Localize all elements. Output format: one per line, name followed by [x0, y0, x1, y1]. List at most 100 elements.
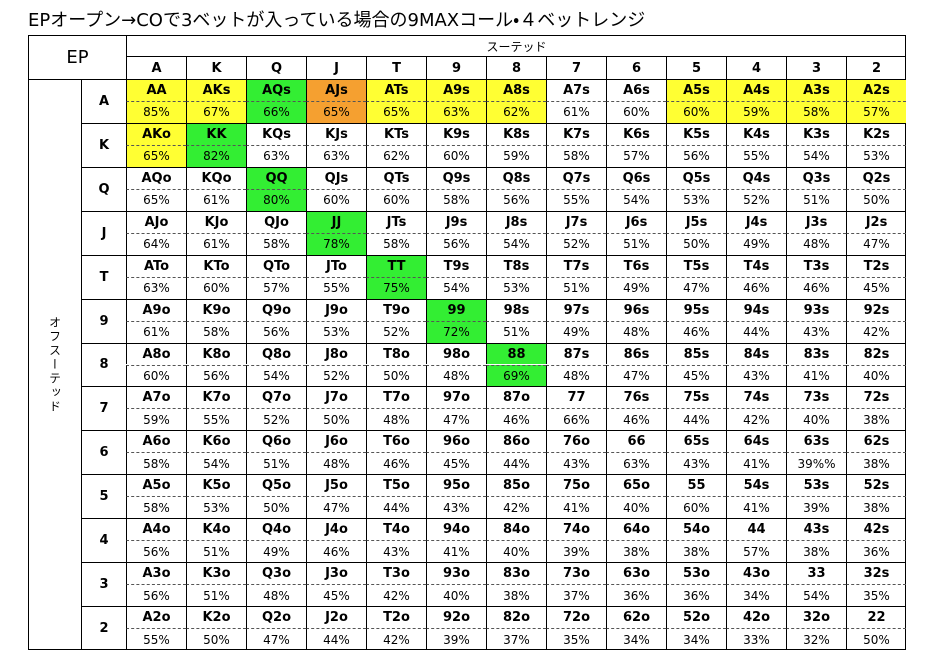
column-header: K — [186, 56, 246, 79]
hand-label: AJo — [126, 210, 186, 233]
equity-value: 45% — [306, 584, 366, 607]
equity-value: 51% — [486, 320, 546, 343]
equity-value: 53% — [486, 276, 546, 299]
equity-value: 44% — [366, 496, 426, 519]
equity-value: 49% — [726, 232, 786, 255]
hand-label: 93s — [786, 298, 846, 321]
row-header: 5 — [81, 474, 126, 519]
row-header: K — [81, 122, 126, 167]
equity-value: 53% — [186, 496, 246, 519]
hand-label: KTo — [186, 254, 246, 277]
equity-value: 61% — [186, 188, 246, 211]
hand-label: T7s — [546, 254, 606, 277]
equity-value: 78% — [306, 232, 366, 255]
hand-label: T5o — [366, 474, 426, 497]
equity-value: 57% — [246, 276, 306, 299]
hand-label: 44 — [726, 518, 786, 541]
hand-label: TT — [366, 254, 426, 277]
equity-value: 51% — [546, 276, 606, 299]
hand-label: T3s — [786, 254, 846, 277]
equity-value: 46% — [606, 408, 666, 431]
equity-value: 48% — [546, 364, 606, 387]
equity-value: 54% — [786, 584, 846, 607]
hand-label: 88 — [486, 342, 546, 365]
hand-label: 73o — [546, 562, 606, 585]
equity-value: 39% — [426, 628, 486, 650]
equity-value: 55% — [186, 408, 246, 431]
equity-value: 41% — [726, 452, 786, 475]
equity-value: 55% — [726, 144, 786, 167]
hand-label: K5s — [666, 122, 726, 145]
equity-value: 46% — [726, 276, 786, 299]
equity-value: 65% — [366, 100, 426, 123]
hand-label: Q6s — [606, 166, 666, 189]
equity-value: 41% — [726, 496, 786, 519]
equity-value: 49% — [246, 540, 306, 563]
hand-label: J7s — [546, 210, 606, 233]
equity-value: 45% — [426, 452, 486, 475]
equity-value: 61% — [186, 232, 246, 255]
equity-value: 46% — [366, 452, 426, 475]
equity-value: 56% — [426, 232, 486, 255]
hand-label: 85s — [666, 342, 726, 365]
hand-label: A3s — [786, 79, 846, 101]
equity-value: 56% — [126, 540, 186, 563]
equity-value: 56% — [246, 320, 306, 343]
equity-value: 58% — [786, 100, 846, 123]
equity-value: 59% — [486, 144, 546, 167]
equity-value: 58% — [546, 144, 606, 167]
equity-value: 52% — [306, 364, 366, 387]
hand-label: 62s — [846, 430, 906, 453]
hand-label: A6s — [606, 79, 666, 101]
hand-label: A9s — [426, 79, 486, 101]
equity-value: 49% — [606, 276, 666, 299]
equity-value: 62% — [366, 144, 426, 167]
column-group-label: スーテッド — [126, 36, 906, 56]
equity-value: 47% — [666, 276, 726, 299]
equity-value: 60% — [126, 364, 186, 387]
equity-value: 47% — [606, 364, 666, 387]
hand-label: 92s — [846, 298, 906, 321]
hand-label: 74s — [726, 386, 786, 409]
column-header: 8 — [486, 56, 546, 79]
hand-label: Q8o — [246, 342, 306, 365]
equity-value: 66% — [546, 408, 606, 431]
hand-label: K8o — [186, 342, 246, 365]
hand-label: 86o — [486, 430, 546, 453]
hand-label: T5s — [666, 254, 726, 277]
equity-value: 58% — [246, 232, 306, 255]
equity-value: 34% — [666, 628, 726, 650]
equity-value: 80% — [246, 188, 306, 211]
hand-label: 87o — [486, 386, 546, 409]
hand-label: 63o — [606, 562, 666, 585]
equity-value: 42% — [846, 320, 906, 343]
hand-label: J5s — [666, 210, 726, 233]
column-header: 5 — [666, 56, 726, 79]
equity-value: 54% — [186, 452, 246, 475]
row-group-label: オフスーテッド — [29, 79, 81, 650]
hand-label: Q5s — [666, 166, 726, 189]
equity-value: 57% — [846, 100, 906, 123]
hand-label: 53o — [666, 562, 726, 585]
row-header: J — [81, 210, 126, 255]
hand-label: K4s — [726, 122, 786, 145]
equity-value: 37% — [546, 584, 606, 607]
equity-value: 39% — [546, 540, 606, 563]
hand-label: 83s — [786, 342, 846, 365]
equity-value: 54% — [426, 276, 486, 299]
equity-value: 60% — [666, 496, 726, 519]
row-header: Q — [81, 166, 126, 211]
hand-label: J6s — [606, 210, 666, 233]
equity-value: 58% — [366, 232, 426, 255]
hand-label: 98o — [426, 342, 486, 365]
equity-value: 38% — [846, 452, 906, 475]
equity-value: 56% — [186, 364, 246, 387]
hand-label: T3o — [366, 562, 426, 585]
hand-label: 95o — [426, 474, 486, 497]
row-header: A — [81, 79, 126, 123]
equity-value: 58% — [426, 188, 486, 211]
hand-label: Q8s — [486, 166, 546, 189]
equity-value: 54% — [606, 188, 666, 211]
hand-label: 94s — [726, 298, 786, 321]
hand-label: K6o — [186, 430, 246, 453]
